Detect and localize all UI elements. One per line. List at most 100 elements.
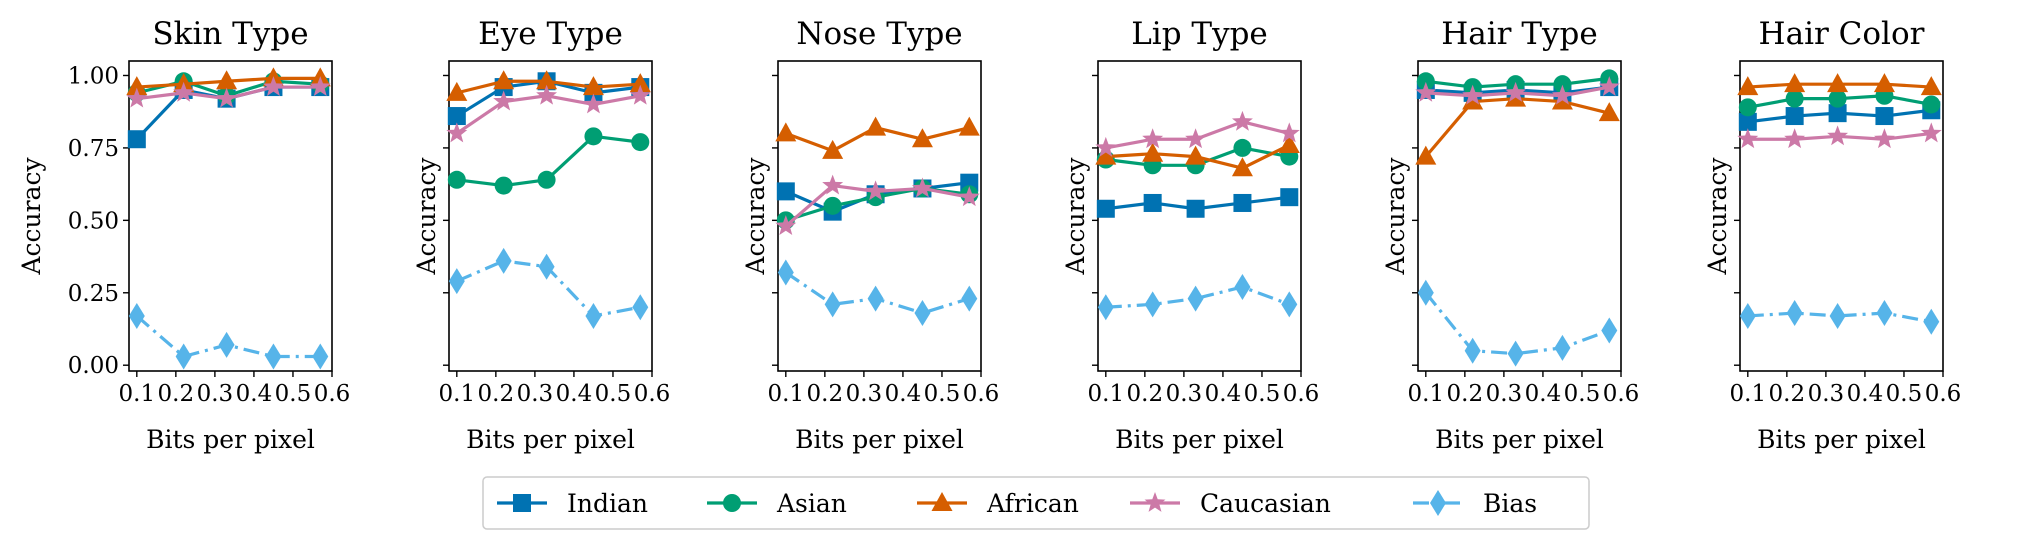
x-axis-label: Bits per pixel <box>1757 425 1926 454</box>
x-tick-label: 0.1 <box>439 381 476 407</box>
data-point <box>536 84 558 105</box>
data-point <box>1231 110 1253 131</box>
series-caucasian <box>126 76 331 108</box>
data-point <box>822 174 844 195</box>
data-point <box>216 87 238 108</box>
data-point <box>1096 199 1115 218</box>
y-axis-label: Accuracy <box>1703 157 1732 276</box>
series-asian <box>1738 86 1941 117</box>
x-tick-label: 0.3 <box>517 381 554 407</box>
data-point <box>1186 199 1205 218</box>
data-point <box>1828 89 1847 108</box>
data-point <box>1095 136 1117 157</box>
data-point <box>312 343 329 370</box>
legend-entry-asian: Asian <box>707 489 847 518</box>
axes-frame <box>128 60 333 372</box>
x-tick-label: 0.4 <box>1847 381 1884 407</box>
legend-marker <box>723 494 741 512</box>
data-point <box>126 76 148 96</box>
data-point <box>584 127 603 146</box>
data-point <box>493 70 515 90</box>
legend-label: African <box>986 489 1079 518</box>
data-point <box>127 130 146 149</box>
subplot-lip-type: Lip Type 0.1 0.2 0.3 0.4 0.5 0.6 Bits per pixel… <box>1061 16 1319 454</box>
x-tick-label: 0.6 <box>963 381 1000 407</box>
data-point <box>265 343 282 370</box>
data-point <box>1278 134 1300 154</box>
data-point <box>446 81 468 101</box>
data-point <box>1922 95 1941 114</box>
y-axis-label: Accuracy <box>741 157 770 276</box>
data-point <box>1738 98 1757 117</box>
series-caucasian <box>775 174 980 236</box>
x-tick-label: 0.3 <box>1166 381 1203 407</box>
data-point <box>1873 128 1895 149</box>
axes-frame <box>1417 60 1622 372</box>
series-bias <box>777 259 978 327</box>
series-indian <box>1096 188 1299 218</box>
x-axis-label: Bits per pixel <box>466 425 635 454</box>
legend-label: Caucasian <box>1200 489 1331 518</box>
data-point <box>1875 107 1894 126</box>
data-point <box>1233 138 1252 157</box>
subplot-title: Eye Type <box>478 16 623 52</box>
data-point <box>1785 89 1804 108</box>
data-point <box>216 70 238 90</box>
data-point <box>1786 300 1803 327</box>
y-tick-label: 0.25 <box>68 281 119 307</box>
subplot-title: Hair Type <box>1441 16 1597 52</box>
series-african <box>1415 87 1620 165</box>
data-point <box>448 268 465 295</box>
x-tick-label: 0.2 <box>478 381 515 407</box>
legend-marker <box>1430 490 1446 516</box>
x-tick-label: 0.3 <box>1486 381 1523 407</box>
subplot-eye-type: Eye Type 0.1 0.2 0.3 0.4 0.5 0.6 Bits per pixel… <box>412 16 670 454</box>
y-axis-label: Accuracy <box>1061 157 1090 276</box>
data-point <box>914 300 931 327</box>
data-point <box>865 180 887 201</box>
x-tick-label: 0.6 <box>1283 381 1320 407</box>
x-axis-label: Bits per pixel <box>1435 425 1604 454</box>
data-point <box>1739 302 1756 329</box>
y-tick-label: 1.00 <box>68 63 119 89</box>
legend-entry-caucasian: Caucasian <box>1130 489 1331 518</box>
y-tick-label: 0.75 <box>68 136 119 162</box>
data-point <box>1417 279 1434 306</box>
data-point <box>175 343 192 370</box>
series-african <box>1737 73 1942 96</box>
data-point <box>1553 75 1572 94</box>
data-point <box>822 139 844 159</box>
x-tick-label: 0.4 <box>1525 381 1562 407</box>
data-point <box>1416 72 1435 91</box>
legend-label: Asian <box>776 489 847 518</box>
data-point <box>446 122 468 143</box>
data-point <box>1785 107 1804 126</box>
data-point <box>911 128 933 148</box>
legend-label: Indian <box>567 489 648 518</box>
data-point <box>538 253 555 280</box>
data-point <box>1828 104 1847 123</box>
axes-frame <box>777 60 982 372</box>
series-bias <box>1417 279 1618 367</box>
series-indian <box>1738 101 1941 131</box>
legend-entry-african: African <box>917 489 1079 518</box>
data-point <box>911 177 933 198</box>
legend: Indian Asian African Caucasian Bias <box>482 476 1590 530</box>
x-tick-label: 0.5 <box>1886 381 1923 407</box>
data-point <box>173 81 195 102</box>
subplot-title: Hair Color <box>1759 16 1925 52</box>
series-bias <box>1097 273 1298 321</box>
series-caucasian <box>1415 76 1620 105</box>
data-point <box>1920 122 1942 143</box>
data-point <box>629 73 651 93</box>
series-caucasian <box>1095 110 1300 157</box>
y-tick-label: 0.50 <box>68 208 119 234</box>
legend-marker <box>1144 492 1166 512</box>
data-point <box>1876 300 1893 327</box>
x-tick-label: 0.2 <box>1769 381 1806 407</box>
data-point <box>1737 76 1759 96</box>
data-point <box>309 76 331 96</box>
data-point <box>1923 308 1940 335</box>
x-axis-label: Bits per pixel <box>146 425 315 454</box>
data-point <box>1415 145 1437 165</box>
